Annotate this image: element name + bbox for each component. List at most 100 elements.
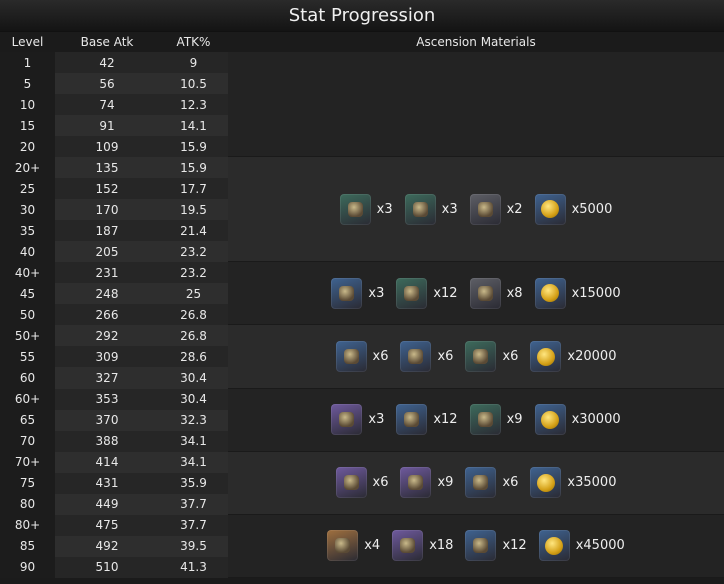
material-item[interactable]: x6 — [400, 341, 454, 373]
material-item[interactable]: x3 — [404, 193, 458, 225]
atk-pct-cell: 35.9 — [159, 472, 228, 494]
material-icon[interactable] — [400, 341, 432, 373]
material-item[interactable]: x5000 — [534, 193, 612, 225]
table-row: 1 42 9 — [0, 52, 228, 74]
level-cell: 5 — [0, 73, 55, 95]
material-icon[interactable] — [465, 530, 497, 562]
atk-pct-cell: 23.2 — [159, 241, 228, 263]
material-quantity: x30000 — [571, 412, 621, 428]
material-item[interactable]: x6 — [335, 467, 389, 499]
base-atk-cell: 492 — [55, 535, 159, 557]
material-glyph — [408, 349, 424, 365]
atk-pct-cell: 30.4 — [159, 388, 228, 410]
table-row: 90 510 41.3 — [0, 556, 228, 578]
material-icon[interactable] — [469, 277, 501, 309]
material-icon[interactable] — [396, 404, 428, 436]
material-item[interactable]: x3 — [339, 193, 393, 225]
header-base-atk: Base Atk — [80, 35, 134, 49]
material-item[interactable]: x45000 — [538, 530, 625, 562]
level-cell: 75 — [0, 472, 55, 494]
material-glyph — [536, 473, 555, 492]
material-icon[interactable] — [469, 404, 501, 436]
level-cell: 30 — [0, 199, 55, 221]
material-quantity: x45000 — [575, 538, 625, 554]
material-icon[interactable] — [331, 404, 363, 436]
level-cell: 90 — [0, 556, 55, 578]
table-row: 80+ 475 37.7 — [0, 514, 228, 536]
material-quantity: x35000 — [567, 475, 617, 491]
atk-pct-cell: 14.1 — [159, 115, 228, 137]
material-icon[interactable] — [392, 530, 424, 562]
material-icon[interactable] — [400, 467, 432, 499]
material-icon[interactable] — [327, 530, 359, 562]
material-icon[interactable] — [465, 467, 497, 499]
base-atk-cell: 353 — [55, 388, 159, 410]
material-quantity: x3 — [368, 412, 385, 428]
base-atk-cell: 248 — [55, 283, 159, 305]
table-row: 65 370 32.3 — [0, 409, 228, 431]
material-item[interactable]: x12 — [465, 530, 527, 562]
material-item[interactable]: x9 — [469, 404, 523, 436]
material-icon[interactable] — [465, 341, 497, 373]
atk-pct-cell: 26.8 — [159, 325, 228, 347]
material-icon[interactable] — [335, 341, 367, 373]
table-row: 50+ 292 26.8 — [0, 325, 228, 347]
base-atk-cell: 205 — [55, 241, 159, 263]
table-row: 20 109 15.9 — [0, 136, 228, 158]
material-quantity: x15000 — [571, 285, 621, 301]
level-cell: 40+ — [0, 262, 55, 284]
material-quantity: x6 — [372, 475, 389, 491]
material-quantity: x9 — [437, 475, 454, 491]
material-item[interactable]: x12 — [396, 404, 458, 436]
material-quantity: x4 — [364, 538, 381, 554]
material-glyph — [343, 349, 359, 365]
material-item[interactable]: x18 — [392, 530, 453, 562]
material-item[interactable]: x6 — [335, 341, 388, 373]
base-atk-cell: 309 — [55, 346, 159, 368]
table-row: 35 187 21.4 — [0, 220, 228, 242]
mora-coin-icon[interactable] — [534, 404, 566, 436]
material-item[interactable]: x6 — [465, 467, 519, 499]
material-icon[interactable] — [339, 193, 371, 225]
material-icon[interactable] — [469, 193, 501, 225]
mora-coin-icon[interactable] — [530, 467, 562, 499]
material-item[interactable]: x20000 — [530, 341, 616, 373]
atk-pct-cell: 15.9 — [159, 157, 228, 179]
level-cell: 1 — [0, 52, 55, 74]
atk-pct-cell: 25 — [159, 283, 228, 305]
atk-pct-cell: 10.5 — [159, 73, 228, 95]
material-icon[interactable] — [396, 277, 428, 309]
material-item[interactable]: x6 — [465, 341, 518, 373]
material-quantity: x6 — [437, 349, 454, 365]
atk-pct-cell: 23.2 — [159, 262, 228, 284]
atk-pct-cell: 34.1 — [159, 451, 228, 473]
material-item[interactable]: x2 — [469, 193, 523, 225]
material-group: x3 x12 x9 x30000 — [228, 388, 724, 452]
material-item[interactable]: x8 — [469, 277, 523, 309]
base-atk-cell: 135 — [55, 157, 159, 179]
material-item[interactable]: x35000 — [530, 467, 617, 499]
base-atk-cell: 475 — [55, 514, 159, 536]
material-quantity: x3 — [368, 285, 385, 301]
table-row: 30 170 19.5 — [0, 199, 228, 221]
material-icon[interactable] — [404, 193, 436, 225]
base-atk-cell: 231 — [55, 262, 159, 284]
page-title: Stat Progression — [0, 0, 724, 32]
material-item[interactable]: x4 — [327, 530, 381, 562]
material-item[interactable]: x12 — [396, 277, 458, 309]
material-icon[interactable] — [331, 277, 363, 309]
material-item[interactable]: x3 — [331, 277, 385, 309]
table-row: 40+ 231 23.2 — [0, 262, 228, 284]
mora-coin-icon[interactable] — [530, 341, 562, 373]
material-item[interactable]: x3 — [331, 404, 385, 436]
mora-coin-icon[interactable] — [538, 530, 570, 562]
material-icon[interactable] — [335, 467, 367, 499]
material-glyph — [477, 412, 493, 428]
material-item[interactable]: x9 — [400, 467, 454, 499]
material-quantity: x3 — [441, 201, 458, 217]
mora-coin-icon[interactable] — [534, 277, 566, 309]
material-item[interactable]: x15000 — [534, 277, 621, 309]
material-quantity: x6 — [502, 475, 519, 491]
material-item[interactable]: x30000 — [534, 404, 621, 436]
mora-coin-icon[interactable] — [534, 193, 566, 225]
